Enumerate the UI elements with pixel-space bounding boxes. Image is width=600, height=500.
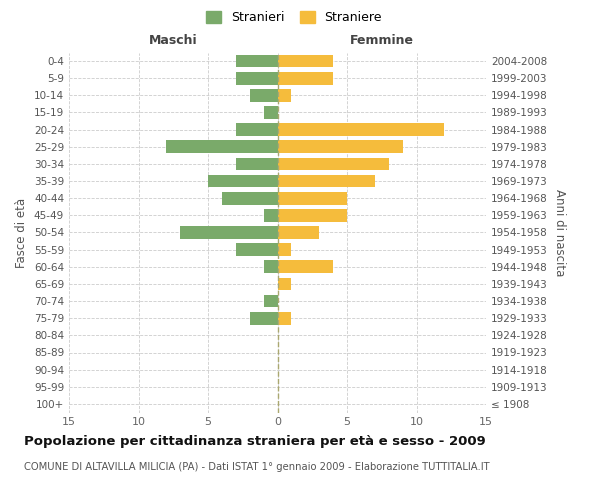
Bar [277, 174, 375, 188]
Bar [277, 89, 292, 102]
Bar [277, 243, 292, 256]
Bar [277, 158, 389, 170]
Bar [180, 226, 277, 239]
Bar [277, 123, 444, 136]
Bar [277, 54, 333, 68]
Bar [236, 243, 277, 256]
Bar [236, 54, 277, 68]
Bar [263, 294, 277, 308]
Text: Maschi: Maschi [149, 34, 197, 48]
Text: COMUNE DI ALTAVILLA MILICIA (PA) - Dati ISTAT 1° gennaio 2009 - Elaborazione TUT: COMUNE DI ALTAVILLA MILICIA (PA) - Dati … [24, 462, 490, 472]
Bar [263, 209, 277, 222]
Bar [250, 89, 277, 102]
Y-axis label: Anni di nascita: Anni di nascita [553, 189, 566, 276]
Bar [263, 106, 277, 119]
Bar [277, 312, 292, 324]
Text: Femmine: Femmine [350, 34, 414, 48]
Bar [263, 260, 277, 273]
Bar [277, 192, 347, 204]
Bar [277, 260, 333, 273]
Legend: Stranieri, Straniere: Stranieri, Straniere [201, 6, 387, 29]
Bar [277, 209, 347, 222]
Y-axis label: Fasce di età: Fasce di età [16, 198, 28, 268]
Bar [250, 312, 277, 324]
Bar [236, 158, 277, 170]
Bar [236, 123, 277, 136]
Bar [277, 278, 292, 290]
Bar [236, 72, 277, 85]
Bar [222, 192, 277, 204]
Bar [277, 72, 333, 85]
Bar [208, 174, 277, 188]
Bar [166, 140, 277, 153]
Text: Popolazione per cittadinanza straniera per età e sesso - 2009: Popolazione per cittadinanza straniera p… [24, 435, 486, 448]
Bar [277, 226, 319, 239]
Bar [277, 140, 403, 153]
